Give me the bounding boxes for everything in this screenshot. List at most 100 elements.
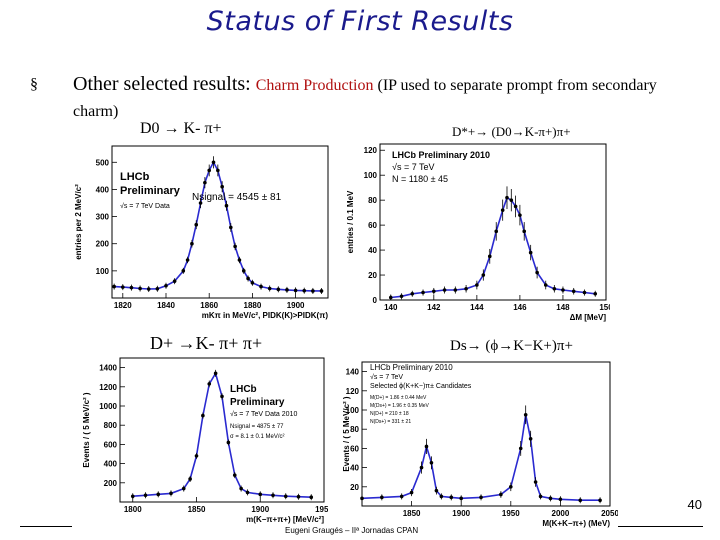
data-point	[213, 371, 218, 376]
data-point	[130, 494, 135, 499]
plot-frame	[379, 143, 607, 301]
data-point	[258, 492, 263, 497]
x-tick-label: 2050	[601, 509, 618, 518]
data-point	[522, 229, 527, 234]
data-point	[439, 494, 444, 499]
y-tick-label: 1000	[99, 402, 117, 411]
x-tick-label: 1880	[244, 301, 262, 310]
data-point	[548, 496, 553, 501]
data-point	[543, 283, 548, 287]
data-point	[207, 168, 211, 173]
y-tick-label: 200	[104, 479, 118, 488]
y-tick-label: 20	[350, 483, 359, 492]
plot-annotation: N(Ds+) = 331 ± 21	[370, 419, 411, 425]
data-point	[181, 486, 186, 491]
y-tick-label: 120	[346, 387, 360, 396]
y-tick-label: 1200	[99, 383, 117, 392]
plot-annotation: LHCb Preliminary 2010	[392, 150, 490, 160]
data-point	[229, 225, 233, 230]
data-point	[523, 413, 528, 417]
panel-title-d0: D0 → K- π+	[140, 120, 222, 137]
x-axis-label: mKπ in MeV/c², PIDK(K)>PIDK(π)	[202, 311, 329, 320]
plot-annotation: √s = 7 TeV	[392, 162, 435, 172]
bullet-rest: (IP used to separate prompt from seconda…	[73, 77, 657, 120]
data-point	[156, 492, 161, 497]
data-point	[479, 495, 483, 500]
data-point	[421, 290, 425, 295]
data-point	[429, 461, 434, 465]
data-point	[169, 491, 173, 496]
panel-title-dplus: D+ →K- π+ π+	[150, 333, 263, 353]
data-point	[112, 284, 116, 289]
y-tick-label: 120	[364, 146, 378, 155]
data-point	[505, 195, 509, 200]
data-point	[121, 285, 125, 289]
data-point	[360, 496, 364, 501]
bullet-marker: §	[30, 76, 38, 93]
y-tick-label: 1400	[99, 364, 117, 373]
data-point	[424, 444, 429, 449]
data-point	[302, 288, 307, 293]
bullet-text: Other selected results: Charm Production…	[73, 72, 673, 124]
data-point	[528, 250, 533, 255]
y-tick-label: 100	[96, 267, 110, 276]
data-point	[211, 160, 216, 165]
data-point	[509, 198, 514, 202]
y-axis-label: entries per 2 MeV/c²	[74, 184, 83, 260]
data-point	[164, 283, 168, 288]
data-point	[399, 494, 404, 499]
data-point	[232, 473, 237, 477]
data-point	[276, 287, 281, 292]
y-tick-label: 400	[96, 185, 110, 194]
data-point	[220, 184, 224, 189]
data-point	[409, 490, 414, 495]
data-point	[500, 208, 505, 212]
data-point	[220, 394, 224, 399]
x-tick-label: 150	[599, 303, 610, 312]
y-tick-label: 80	[350, 425, 359, 434]
plot-annotation: √s = 7 TeV Data 2010	[230, 410, 297, 418]
x-tick-label: 144	[470, 303, 484, 312]
data-point	[194, 454, 199, 458]
y-axis-label: Events / ( 5 MeV/c² )	[82, 392, 91, 467]
data-point	[558, 497, 563, 502]
data-point	[201, 413, 205, 418]
x-tick-label: 1820	[114, 301, 132, 310]
data-point	[285, 288, 289, 292]
slide-title: Status of First Results	[206, 6, 514, 37]
plot-ds: 1850 1900 1950 2000 2050 20 40 60 80 100 120 140 M(K…	[342, 361, 618, 528]
x-tick-label: 2000	[552, 509, 570, 518]
data-point	[194, 222, 199, 227]
y-tick-label: 60	[350, 444, 359, 453]
data-point	[250, 281, 255, 285]
plot-annotation: M(D+) = 1.86 ± 0.44 MeV	[370, 395, 427, 401]
data-point	[181, 269, 186, 273]
plot-annotation: Nsignal = 4875 ± 77	[230, 424, 284, 430]
footer-text: Eugeni Graugés – IIª Jornadas CPAN	[285, 526, 419, 535]
data-point	[475, 283, 479, 287]
y-tick-label: 800	[104, 421, 118, 430]
data-point	[571, 289, 576, 294]
data-point	[410, 291, 415, 296]
y-tick-label: 600	[104, 440, 118, 449]
data-point	[293, 288, 298, 293]
data-point	[146, 287, 151, 291]
data-point	[237, 258, 242, 262]
fit-curve	[132, 371, 312, 498]
x-tick-label: 1900	[287, 301, 305, 310]
plot-annotation: σ = 8.1 ± 0.1 MeV/c²	[230, 434, 285, 440]
panel-title-dstar: D*+→ (D0→K-π+)π+	[452, 124, 571, 139]
data-point	[198, 201, 203, 205]
y-tick-label: 0	[373, 296, 378, 305]
data-point	[535, 270, 539, 275]
data-point	[533, 480, 538, 484]
y-tick-label: 500	[96, 158, 110, 167]
data-point	[528, 437, 533, 441]
data-point	[129, 285, 134, 290]
y-tick-label: 200	[96, 240, 110, 249]
x-tick-label: 1800	[124, 505, 142, 514]
data-point	[434, 488, 439, 493]
data-point	[172, 279, 177, 283]
data-point	[239, 486, 243, 491]
x-tick-label: 140	[384, 303, 398, 312]
